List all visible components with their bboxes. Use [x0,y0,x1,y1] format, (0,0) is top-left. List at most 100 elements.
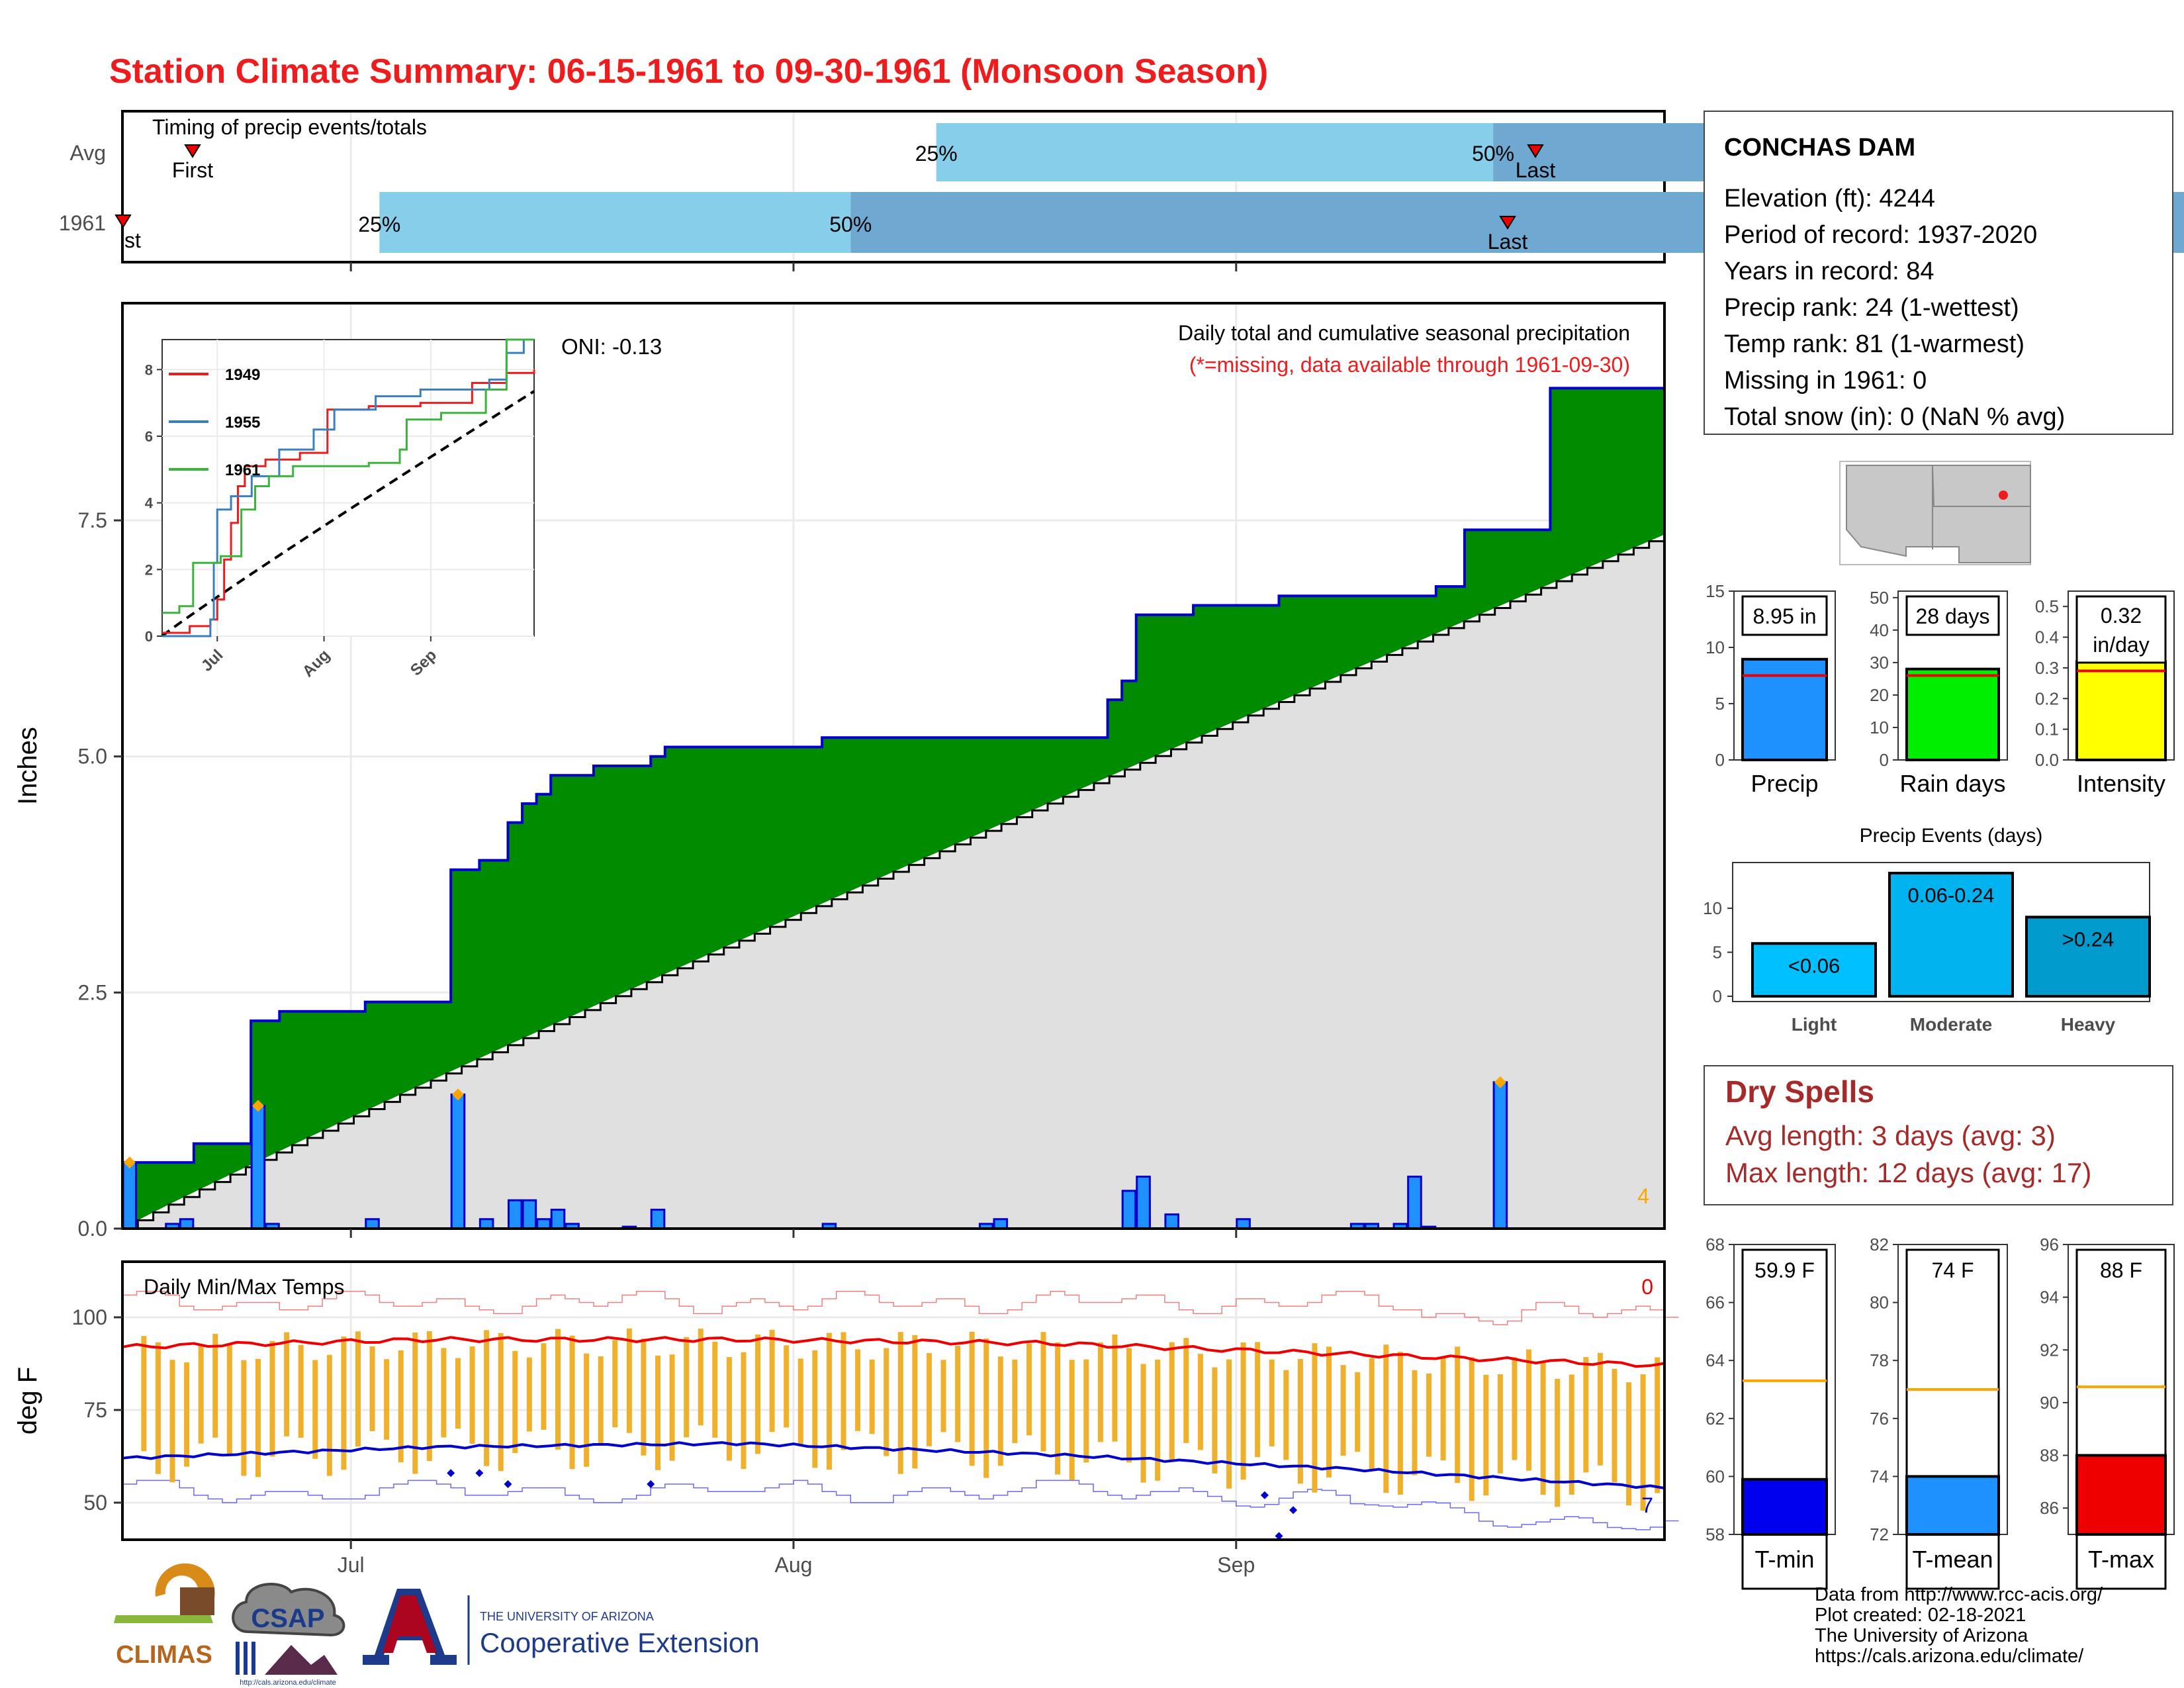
dry-spells-avg: Avg length: 3 days (avg: 3) [1725,1120,2056,1151]
summary-value-label-2-b: in/day [2093,633,2149,657]
inset-frame [161,339,535,637]
daily-temp-bar-50 [841,1332,846,1450]
timing-year-band-early [379,192,851,253]
heavy-count-note: 4 [1637,1184,1649,1208]
daily-temp-bar-28 [526,1357,532,1432]
temp-summary-tick-label-0-5: 68 [1706,1235,1725,1254]
daily-temp-bar-97 [1512,1357,1518,1460]
daily-precip-bar-8 [508,1199,523,1230]
summary-ytick-label-1-0: 0 [1880,750,1889,770]
daily-temp-bar-106 [1640,1374,1646,1511]
daily-temp-bar-17 [369,1346,375,1431]
daily-temp-bar-68 [1097,1342,1103,1442]
daily-temp-bar-75 [1197,1354,1203,1450]
ua-logo-top-text: THE UNIVERSITY OF ARIZONA [480,1610,654,1623]
record-max-line [122,1291,1679,1325]
average-min-line [122,1441,1665,1490]
daily-temp-bar-92 [1440,1358,1446,1461]
heavy-day-marker-0 [123,1156,136,1169]
precip-events-chart: Precip Events (days) <0.06 Light 0.06-0.24… [1703,825,2151,1035]
daily-temp-bar-18 [384,1359,390,1440]
temp-summary-tick-label-1-5: 82 [1870,1235,1889,1254]
daily-temp-bar-16 [355,1331,361,1447]
daily-temp-bar-56 [926,1353,932,1446]
summary-ytick-label-1-1: 10 [1870,718,1889,737]
summary-value-label-0: 8.95 in [1752,604,1816,628]
daily-temp-bar-98 [1526,1349,1532,1471]
station-info: CONCHAS DAM Elevation (ft): 4244 Period o… [1704,111,2173,435]
daily-temp-bar-85 [1340,1365,1346,1456]
inset-ytick-label-4: 8 [145,361,153,378]
daily-temp-bar-59 [969,1331,975,1466]
csap-logo: CSAP http://cals.arizona.edu/climate [232,1583,345,1687]
events-bar-light [1751,942,1877,998]
summary-value-box-1 [1905,595,2000,636]
daily-temp-bar-26 [498,1333,504,1472]
daily-precip-bar-14 [650,1208,666,1230]
daily-temp-bar-65 [1055,1342,1061,1475]
daily-temp-bar-6 [212,1333,218,1438]
summary-ytick-label-1-3: 30 [1870,653,1889,673]
precip-panel: Daily total and cumulative seasonal prec… [13,302,1666,1241]
temp-summary-tick-label-0-2: 62 [1706,1409,1725,1429]
csap-logo-url: http://cals.arizona.edu/climate [240,1679,336,1687]
temp-summary-tick-label-2-4: 94 [2040,1288,2059,1307]
temp-summary-bars: 59.9 F 58 60 62 64 66 68 T-min 74 F 72 74 76 78 80 82 T… [1706,1235,2175,1590]
summary-ytick-label-1-2: 20 [1870,685,1889,705]
daily-precip-bar-0 [122,1161,138,1230]
daily-temp-bar-44 [755,1334,761,1454]
temp-summary-tick-label-1-0: 72 [1870,1524,1889,1544]
temp-summary-tick-label-0-0: 58 [1706,1524,1725,1544]
inset-average-line [161,390,535,637]
summary-ytick-label-1-5: 50 [1870,588,1889,608]
daily-precip-bar-26 [1407,1176,1422,1230]
timing-row-1961-label: 1961 [59,211,106,235]
daily-temp-bar-107 [1655,1357,1661,1493]
temp-summary-tick-label-1-2: 76 [1870,1409,1889,1429]
inset-legend-label-1961: 1961 [225,461,260,479]
daily-temp-bar-71 [1140,1364,1146,1483]
csap-logo-bar-3 [251,1642,255,1675]
daily-temp-bar-40 [698,1329,704,1426]
daily-temp-bar-47 [797,1358,803,1446]
daily-temp-bar-104 [1612,1368,1617,1483]
daily-temp-bar-14 [326,1354,332,1476]
summary-bar-2 [2075,660,2167,761]
daily-temp-bar-80 [1269,1359,1275,1446]
daily-temp-bar-88 [1383,1344,1389,1493]
temp-summary-bar-2 [2075,1454,2167,1536]
daily-temp-bar-34 [612,1340,618,1428]
daily-temp-bar-89 [1397,1352,1403,1495]
timing-label: Timing of precip events/totals [152,115,427,139]
daily-temp-bar-96 [1497,1374,1503,1474]
summary-ytick-label-0-0: 0 [1715,750,1725,770]
heavy-day-marker-3 [1494,1076,1506,1088]
temp-ytick-label-1: 75 [83,1398,107,1422]
daily-temp-bar-19 [398,1350,404,1463]
summary-value-box-0 [1741,595,1828,636]
temp-summary-tick-label-2-3: 92 [2040,1340,2059,1360]
temp-summary-bar-1 [1905,1475,2000,1536]
daily-temp-bar-54 [897,1332,903,1474]
temp-ytick-label-0: 50 [83,1491,107,1515]
daily-precip-bar-2 [179,1218,195,1230]
daily-temp-bar-69 [1112,1334,1118,1442]
daily-precip-bar-28 [1492,1081,1508,1230]
xtick-label-aug: Aug [775,1553,813,1577]
inset-legend-label-1949: 1949 [225,366,260,384]
daily-temp-bar-32 [584,1353,590,1467]
daily-temp-bar-2 [155,1342,161,1474]
temp-summary-tick-label-1-4: 80 [1870,1293,1889,1313]
summary-bar-1 [1905,667,2000,762]
temp-count-high: 0 [1641,1275,1653,1299]
temp-summary-tick-label-2-0: 86 [2040,1498,2059,1518]
inset-ytick-label-0: 0 [145,628,153,645]
station-line-2: Years in record: 84 [1724,258,1934,285]
dry-spells-box: Dry Spells Avg length: 3 days (avg: 3) M… [1704,1065,2173,1205]
inset-ytick-label-1: 2 [145,561,153,578]
oni-value: ONI: -0.13 [561,334,662,359]
temp-summary-outline-1 [1905,1248,2000,1590]
summary-value-box-2 [2075,595,2167,664]
timing-year-first-label: st [124,228,141,252]
timing-year-q1-label: 25% [358,212,400,236]
